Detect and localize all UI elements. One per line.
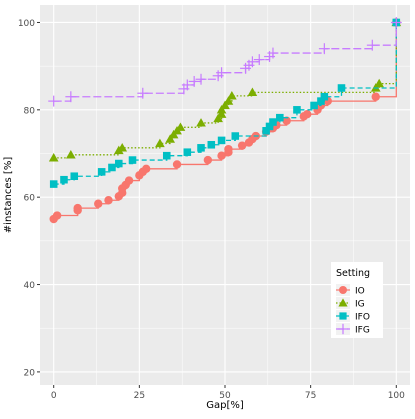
data-point-ifo [70, 172, 79, 180]
legend-key-marker-ifg [337, 323, 349, 335]
y-tick-label: 40 [24, 281, 36, 291]
data-point-ig [66, 149, 76, 159]
data-point-ifo [115, 159, 123, 168]
data-point-ifo [197, 144, 205, 152]
legend-label-io: IO [355, 287, 365, 297]
data-point-ig [223, 96, 234, 105]
data-point-ifo [337, 84, 346, 92]
data-point-ig [213, 113, 223, 123]
data-point-ifo [276, 113, 284, 122]
x-tick-label: 100 [388, 391, 405, 401]
data-point-ig [196, 118, 206, 127]
data-point-io [303, 109, 312, 119]
data-point-ifo [262, 127, 270, 135]
data-point-ifo [207, 140, 216, 149]
data-point-io [224, 144, 233, 154]
data-point-io [172, 160, 182, 169]
data-point-ifg [188, 75, 200, 87]
x-axis-title: Gap[%] [206, 400, 244, 411]
data-point-ifo [231, 132, 240, 140]
data-point-io [217, 151, 226, 160]
data-point-ig [227, 91, 237, 100]
data-point-ifg [253, 54, 265, 66]
data-point-ifg [216, 67, 228, 79]
data-point-ig [220, 100, 230, 110]
data-point-ifg [318, 43, 330, 55]
data-point-ifg [390, 17, 402, 28]
data-point-ifo [310, 101, 318, 110]
data-point-ifg [48, 95, 60, 107]
data-point-ig [117, 142, 128, 152]
data-point-ifo [183, 148, 192, 156]
data-point-ig [175, 122, 186, 131]
data-point-ig [155, 138, 165, 148]
data-point-ifo [269, 118, 277, 126]
data-point-ifo [162, 151, 171, 160]
y-tick-label: 20 [24, 368, 36, 378]
data-point-io [203, 155, 213, 165]
data-point-ifo [60, 175, 68, 184]
data-point-ifo [317, 97, 325, 105]
legend-label-ifo: IFO [355, 313, 370, 323]
data-point-ig [374, 78, 384, 88]
legend-key-marker-ifo [339, 312, 347, 320]
data-point-ifg [137, 87, 149, 99]
data-point-ifg [267, 47, 279, 59]
data-point-io [237, 141, 247, 150]
y-tick-label: 80 [24, 106, 36, 116]
x-tick-label: 0 [51, 391, 57, 401]
data-point-ifo [49, 180, 58, 188]
data-point-io [371, 92, 380, 101]
data-point-ifo [293, 106, 301, 114]
data-point-ifo [108, 163, 116, 172]
data-point-ifo [320, 92, 329, 101]
data-point-ifo [128, 156, 137, 164]
legend-label-ifg: IFG [355, 326, 370, 336]
data-point-ifo [265, 122, 274, 131]
x-tick-label: 75 [305, 391, 316, 401]
data-point-io [124, 176, 134, 185]
legend-title: Setting [336, 268, 370, 279]
y-axis-title: #instances [%] [3, 157, 14, 234]
legend-key-marker-io [339, 286, 347, 294]
data-point-ig [48, 153, 59, 162]
data-point-ig [165, 134, 176, 143]
series-markers-ifo [49, 18, 401, 188]
data-point-io [73, 203, 82, 213]
data-point-ifo [217, 136, 226, 145]
data-point-io [94, 199, 103, 208]
legend-label-ig: IG [355, 300, 365, 310]
legend-key-marker-ig [338, 298, 348, 307]
data-point-io [142, 164, 151, 173]
x-tick-label: 25 [134, 391, 145, 401]
data-point-ig [216, 104, 227, 114]
data-point-io [282, 116, 291, 125]
data-point-ifo [97, 168, 106, 176]
data-point-ifg [181, 79, 193, 91]
data-point-ifg [65, 91, 77, 103]
data-point-io [52, 211, 62, 220]
series-markers-ifg [48, 17, 402, 107]
data-point-ifg [195, 73, 207, 85]
data-point-ig [216, 109, 227, 118]
data-point-ifg [366, 39, 378, 51]
data-point-io [104, 196, 113, 205]
y-tick-label: 60 [24, 194, 36, 204]
data-point-ig [247, 87, 258, 96]
y-tick-label: 100 [18, 19, 35, 29]
x-tick-label: 50 [219, 391, 231, 401]
legend: Setting IO IG IFO IFG [331, 262, 383, 338]
data-point-ifg [246, 56, 258, 68]
